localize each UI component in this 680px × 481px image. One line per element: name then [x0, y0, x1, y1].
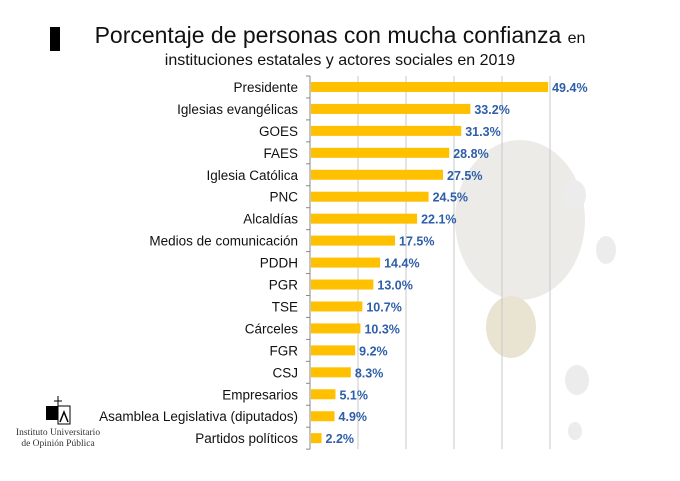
category-label: GOES	[259, 124, 298, 139]
title-suffix: en	[567, 30, 586, 47]
value-label: 49.4%	[552, 81, 587, 95]
title-main: Porcentaje de personas con mucha confian…	[94, 22, 562, 48]
bar	[311, 411, 335, 422]
value-label: 13.0%	[377, 279, 412, 293]
decorative-circle	[562, 180, 586, 210]
bar	[311, 433, 322, 444]
category-label: Partidos políticos	[195, 431, 298, 446]
category-label: Medios de comunicación	[149, 234, 298, 249]
decorative-circle	[596, 236, 616, 264]
value-label: 10.7%	[366, 300, 401, 314]
bar	[311, 103, 471, 114]
bar	[311, 147, 450, 158]
value-label: 27.5%	[447, 169, 482, 183]
bar	[311, 169, 443, 180]
iudop-logo: Instituto Universitario de Opinión Públi…	[6, 396, 110, 450]
category-label: CSJ	[272, 365, 298, 380]
bar	[311, 345, 356, 356]
value-label: 28.8%	[453, 147, 488, 161]
category-label: Empresarios	[222, 387, 298, 402]
decorative-circle	[565, 365, 589, 395]
category-label: Presidente	[233, 80, 298, 95]
category-label: Iglesias evangélicas	[177, 102, 298, 117]
value-label: 33.2%	[474, 103, 509, 117]
category-label: Iglesia Católica	[206, 168, 298, 183]
value-label: 8.3%	[355, 366, 384, 380]
bar	[311, 213, 418, 224]
bar	[311, 279, 374, 290]
category-label: PNC	[269, 190, 298, 205]
logo-line2: de Opinión Pública	[21, 439, 95, 449]
value-label: 9.2%	[359, 344, 388, 358]
bar	[311, 125, 462, 136]
chart-subtitle: instituciones estatales y actores social…	[164, 52, 516, 69]
decorative-circle	[568, 422, 582, 440]
value-label: 10.3%	[364, 322, 399, 336]
category-label: Alcaldías	[243, 212, 298, 227]
bar	[311, 389, 336, 400]
value-label: 22.1%	[421, 213, 456, 227]
value-label: 4.9%	[339, 410, 368, 424]
decorative-circle	[486, 296, 536, 358]
title-marker	[50, 27, 60, 51]
value-label: 2.2%	[326, 432, 355, 446]
category-label: PDDH	[260, 256, 298, 271]
bar	[311, 301, 363, 312]
decorative-circle	[455, 140, 585, 300]
bar	[311, 191, 429, 202]
category-label: TSE	[272, 299, 298, 314]
value-label: 31.3%	[465, 125, 500, 139]
value-label: 17.5%	[399, 235, 434, 249]
bar	[311, 257, 381, 268]
category-label: PGR	[269, 278, 299, 293]
category-label: Asamblea Legislativa (diputados)	[99, 409, 298, 424]
logo-mark-icon	[46, 396, 71, 425]
value-label: 5.1%	[339, 388, 368, 402]
bar	[311, 367, 351, 378]
logo-line1: Instituto Universitario	[15, 428, 101, 438]
bar	[311, 235, 395, 246]
bar	[311, 81, 549, 92]
category-label: Cárceles	[245, 321, 299, 336]
bar	[311, 323, 361, 334]
category-label: FGR	[270, 343, 299, 358]
chart-title: Porcentaje de personas con mucha confian…	[0, 22, 680, 49]
value-label: 14.4%	[384, 257, 419, 271]
category-label: FAES	[263, 146, 298, 161]
value-label: 24.5%	[433, 191, 468, 205]
